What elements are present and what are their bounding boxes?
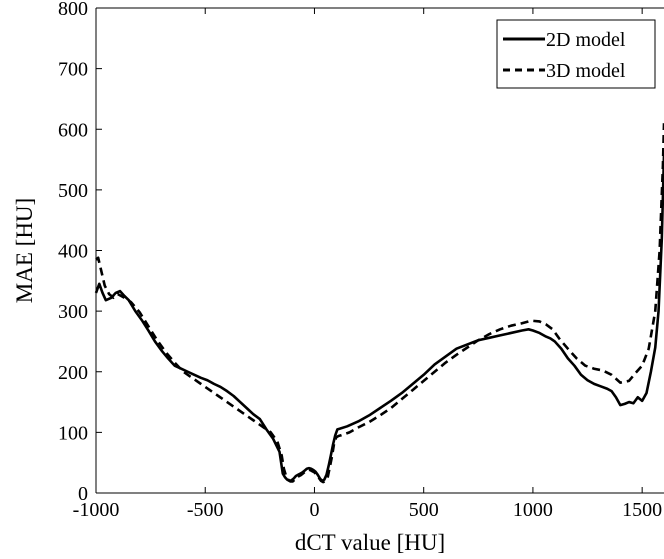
series-line-3d-model — [95, 123, 664, 484]
y-tick-label: 600 — [58, 119, 88, 141]
series-line-2d-model — [94, 153, 664, 483]
axis-labels: dCT value [HU] MAE [HU] — [12, 198, 445, 555]
y-tick-label: 0 — [78, 483, 88, 505]
x-tick-label: 0 — [309, 499, 319, 521]
x-tick-label: 500 — [409, 499, 439, 521]
y-tick-label: 800 — [58, 0, 88, 20]
y-tick-label: 700 — [58, 59, 88, 81]
legend: 2D model 3D model — [496, 19, 656, 89]
legend-label-3d-model: 3D model — [546, 60, 626, 82]
y-tick-label: 100 — [58, 422, 88, 444]
y-tick-label: 300 — [58, 301, 88, 323]
y-axis-label: MAE [HU] — [12, 198, 37, 303]
y-tick-label: 500 — [58, 180, 88, 202]
y-tick-label: 200 — [58, 362, 88, 384]
x-tick-label: 1000 — [513, 499, 553, 521]
x-axis-label: dCT value [HU] — [295, 530, 445, 555]
legend-box — [496, 19, 656, 89]
legend-label-2d-model: 2D model — [546, 29, 626, 51]
x-tick-label: -500 — [187, 499, 224, 521]
x-tick-label: -1000 — [73, 499, 120, 521]
y-tick-label: 400 — [58, 241, 88, 263]
x-tick-label: 1500 — [622, 499, 662, 521]
ticks: -1000 -500 0 500 1000 1500 0 100 200 300 400 500 600… — [58, 0, 662, 521]
plot-area — [94, 123, 664, 484]
